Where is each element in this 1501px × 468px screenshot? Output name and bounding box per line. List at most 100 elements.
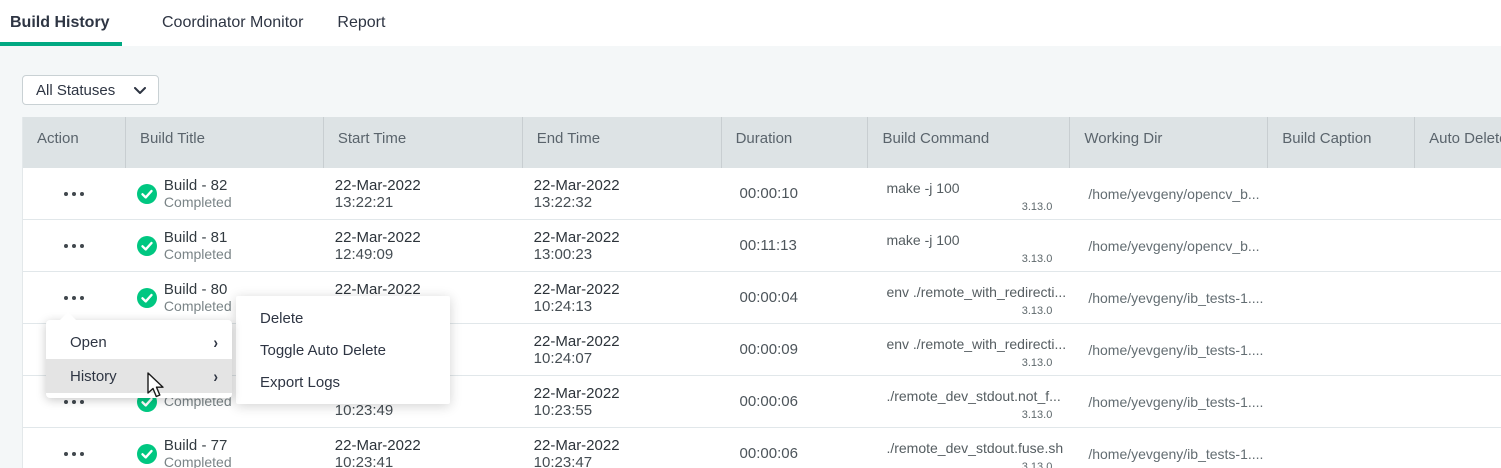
build-command: env ./remote_with_redirecti... (886, 336, 1067, 352)
tab-report[interactable]: Report (337, 14, 386, 31)
duration-cell: 00:00:06 (739, 393, 798, 410)
submenu-item-toggle-auto-delete[interactable]: Toggle Auto Delete (260, 341, 386, 359)
build-title: Build - 77 (163, 436, 228, 454)
end-time: 13:00:23 (533, 245, 593, 263)
duration-cell: 00:00:10 (739, 185, 798, 202)
tab-build-history[interactable]: Build History (0, 0, 122, 46)
build-caption-cell (1268, 324, 1415, 375)
build-caption-cell (1268, 220, 1415, 271)
column-header-build-title: Build Title (126, 117, 324, 168)
column-header-working-dir: Working Dir (1070, 117, 1269, 168)
tab-coordinator-monitor[interactable]: Coordinator Monitor (162, 14, 304, 31)
build-title: Build - 80 (163, 280, 228, 298)
start-date: 22-Mar-2022 (334, 436, 421, 454)
auto-delete-cell (1415, 376, 1501, 427)
auto-delete-cell (1415, 428, 1501, 468)
end-date: 22-Mar-2022 (533, 228, 620, 246)
column-header-auto-delete: Auto Delete (1429, 130, 1501, 147)
auto-delete-cell (1415, 168, 1501, 219)
build-command: make -j 100 (886, 180, 960, 196)
build-status: Completed (163, 193, 232, 210)
content-area: All Statuses Action Build Title Start Ti… (0, 46, 1501, 468)
column-header-start-time: Start Time (324, 117, 523, 168)
start-time: 12:49:09 (334, 245, 394, 263)
chevron-down-icon (134, 86, 146, 94)
row-context-submenu: Delete Toggle Auto Delete Export Logs (236, 296, 450, 404)
context-menu-item-history[interactable]: History › (46, 359, 232, 393)
end-date: 22-Mar-2022 (533, 332, 620, 350)
row-actions-menu-button[interactable] (60, 290, 88, 306)
column-header-duration: Duration (722, 117, 869, 168)
build-status: Completed (163, 297, 232, 314)
start-date: 22-Mar-2022 (334, 176, 421, 194)
table-row: Build - 81 Completed 22-Mar-2022 12:49:0… (23, 220, 1501, 272)
end-date: 22-Mar-2022 (533, 280, 620, 298)
working-dir-cell: /home/yevgeny/opencv_b... (1088, 185, 1260, 202)
status-completed-icon (136, 235, 157, 256)
context-menu-item-open[interactable]: Open › (46, 325, 232, 359)
duration-cell: 00:00:04 (739, 289, 798, 306)
working-dir-cell: /home/yevgeny/ib_tests-1.... (1088, 341, 1264, 358)
build-command: env ./remote_with_redirecti... (886, 284, 1067, 300)
column-header-build-caption: Build Caption (1268, 117, 1416, 168)
row-actions-menu-button[interactable] (60, 186, 88, 202)
tab-bar: Build History Coordinator Monitor Report (0, 0, 1501, 46)
row-context-menu: Open › History › (46, 312, 232, 398)
build-command: ./remote_dev_stdout.not_f... (886, 388, 1061, 404)
working-dir-cell: /home/yevgeny/ib_tests-1.... (1088, 445, 1264, 462)
end-time: 10:24:13 (533, 297, 593, 315)
build-version: 3.13.0 (1021, 461, 1053, 468)
start-date: 22-Mar-2022 (334, 280, 421, 298)
build-version: 3.13.0 (1021, 201, 1053, 213)
start-date: 22-Mar-2022 (334, 228, 421, 246)
status-completed-icon (136, 183, 157, 204)
submenu-item-export-logs[interactable]: Export Logs (260, 373, 341, 391)
end-date: 22-Mar-2022 (533, 176, 620, 194)
start-time: 13:22:21 (334, 193, 394, 211)
build-title: Build - 81 (163, 228, 228, 246)
auto-delete-cell (1415, 220, 1501, 271)
table-row: Build - 82 Completed 22-Mar-2022 13:22:2… (23, 168, 1501, 220)
build-caption-cell (1268, 428, 1415, 468)
row-actions-menu-button[interactable] (60, 238, 88, 254)
table-header: Action Build Title Start Time End Time D… (23, 117, 1501, 168)
build-version: 3.13.0 (1021, 305, 1053, 317)
context-menu-item-label: Open (70, 333, 107, 351)
end-date: 22-Mar-2022 (533, 436, 620, 454)
end-time: 10:23:55 (533, 401, 593, 419)
build-status: Completed (163, 453, 232, 468)
status-completed-icon (136, 287, 157, 308)
build-version: 3.13.0 (1021, 357, 1053, 369)
auto-delete-cell (1415, 324, 1501, 375)
end-time: 10:24:07 (533, 349, 593, 367)
submenu-item-delete[interactable]: Delete (260, 309, 304, 327)
table-row: Build - 77 Completed 22-Mar-2022 10:23:4… (23, 428, 1501, 468)
row-actions-menu-button[interactable] (60, 446, 88, 462)
submenu-chevron-icon: › (213, 366, 218, 386)
start-time: 10:23:41 (334, 453, 394, 468)
row-actions-menu-button[interactable] (60, 394, 88, 410)
column-header-end-time: End Time (523, 117, 722, 168)
build-version: 3.13.0 (1021, 253, 1053, 265)
build-history-table: Action Build Title Start Time End Time D… (22, 117, 1501, 468)
build-caption-cell (1268, 376, 1415, 427)
build-caption-cell (1268, 272, 1415, 323)
column-header-action: Action (23, 117, 126, 168)
build-status: Completed (163, 245, 232, 262)
working-dir-cell: /home/yevgeny/ib_tests-1.... (1088, 393, 1264, 410)
end-time: 10:23:47 (533, 453, 593, 468)
build-command: ./remote_dev_stdout.fuse.sh (886, 440, 1064, 456)
duration-cell: 00:00:09 (739, 341, 798, 358)
duration-cell: 00:00:06 (739, 445, 798, 462)
working-dir-cell: /home/yevgeny/ib_tests-1.... (1088, 289, 1264, 306)
end-time: 13:22:32 (533, 193, 593, 211)
duration-cell: 00:11:13 (739, 237, 797, 254)
column-header-build-command: Build Command (868, 117, 1071, 168)
build-command: make -j 100 (886, 232, 960, 248)
start-time: 10:23:49 (334, 401, 394, 419)
build-caption-cell (1268, 168, 1415, 219)
build-title: Build - 82 (163, 176, 228, 194)
status-filter-dropdown[interactable]: All Statuses (22, 75, 159, 105)
status-filter-value: All Statuses (36, 81, 116, 99)
status-completed-icon (136, 443, 157, 464)
